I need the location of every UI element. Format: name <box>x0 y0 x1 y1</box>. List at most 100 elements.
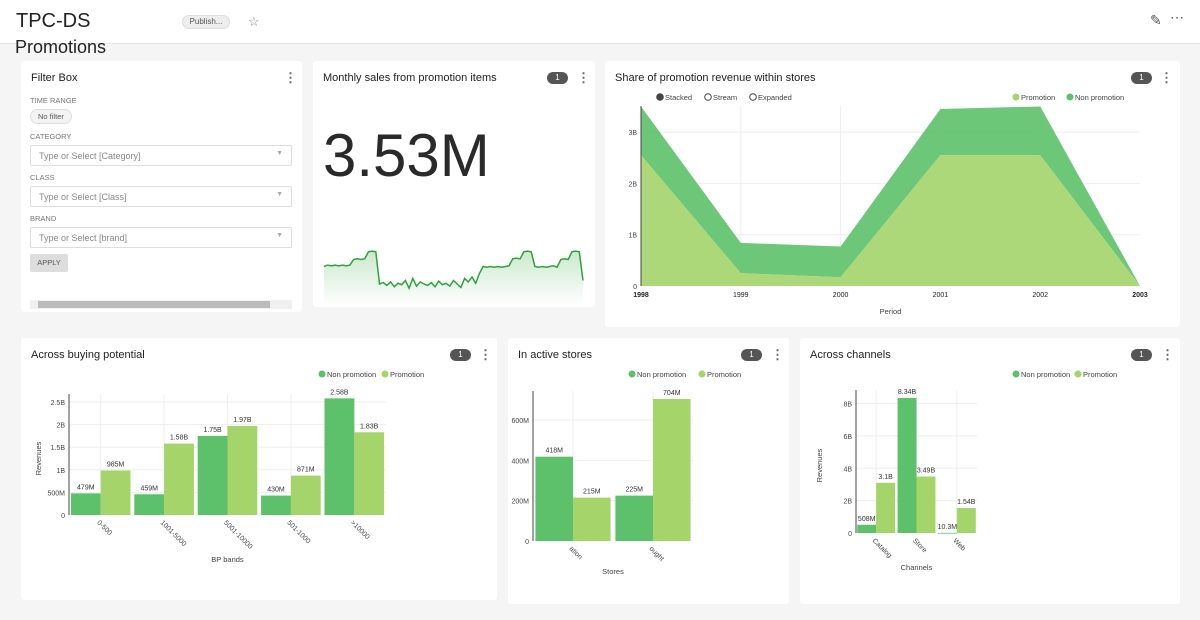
chevron-down-icon: ▼ <box>276 191 283 198</box>
x-tick-label: Catalog <box>871 537 893 559</box>
y-tick-label: 2B <box>628 181 637 188</box>
y-tick-label: 2B <box>843 499 852 506</box>
x-axis-title: Channels <box>901 563 933 572</box>
bar-promotion <box>916 476 936 533</box>
legend-label: Promotion <box>1083 370 1117 379</box>
filter-count-badge[interactable]: 1 <box>1131 72 1152 84</box>
y-tick-label: 3B <box>628 130 637 137</box>
bar-chart: Non promotion Promotion 0 2B 4B 6B 8B 508M 3.1B C… <box>815 370 1117 572</box>
apply-button[interactable]: APPLY <box>30 254 68 272</box>
data-label: 1.54B <box>957 499 976 506</box>
dashboard-title-line2[interactable]: Promotions <box>15 37 107 57</box>
dashboard-header: TPC-DS Promotions Publish... ☆ ✎ ⋯ <box>0 0 1200 57</box>
more-vertical-icon[interactable]: ⋮ <box>1160 70 1173 85</box>
more-vertical-icon[interactable]: ⋮ <box>577 70 590 85</box>
card-title: Monthly sales from promotion items <box>323 72 497 84</box>
brand-select[interactable]: Type or Select [brand] ▼ <box>30 227 292 248</box>
y-tick-label: 400M <box>511 458 529 465</box>
sparkline-line <box>323 250 584 291</box>
x-axis-title: BP bands <box>211 555 244 564</box>
legend-label: Non promotion <box>1075 93 1124 102</box>
filter-count-badge[interactable]: 1 <box>547 72 568 84</box>
star-icon[interactable]: ☆ <box>248 14 260 29</box>
x-tick-label: ation <box>568 545 584 561</box>
bar-promotion <box>653 399 691 541</box>
bar-non-promotion <box>324 398 355 515</box>
legend-marker <box>381 370 389 378</box>
data-label: 459M <box>140 485 158 492</box>
x-tick-label: 5001-10000 <box>222 519 253 550</box>
bar-non-promotion <box>615 495 653 541</box>
legend-marker <box>1012 93 1020 101</box>
card-title: Across buying potential <box>31 349 145 361</box>
area-non-promotion <box>641 106 1140 286</box>
big-number-value: 3.53M <box>323 122 490 189</box>
bar-non-promotion <box>857 524 877 533</box>
bar-promotion <box>290 475 321 515</box>
filter-box-card: Filter Box ⋮ TIME RANGE No filter CATEGO… <box>21 61 302 312</box>
control-label: Expanded <box>758 93 792 102</box>
publish-status-badge[interactable]: Publish... <box>182 15 230 29</box>
y-axis-title: Revenues <box>815 448 824 482</box>
bar-non-promotion <box>937 532 957 534</box>
bar-chart-card-channels: Across channels 1 ⋮ Non promotion Promoti… <box>800 338 1180 604</box>
sparkline-chart <box>323 250 584 305</box>
data-label: 1.97B <box>233 417 252 424</box>
more-horizontal-icon[interactable]: ⋯ <box>1170 9 1184 25</box>
time-range-label: TIME RANGE <box>30 96 77 105</box>
data-label: 1.58B <box>170 435 189 442</box>
y-tick-label: 200M <box>511 499 529 506</box>
y-tick-label: 500M <box>47 490 65 497</box>
category-select[interactable]: Type or Select [Category] ▼ <box>30 145 292 166</box>
x-axis-title: Period <box>880 307 902 316</box>
y-tick-label: 1.5B <box>51 445 66 452</box>
x-tick-label: 1001-5000 <box>159 519 188 548</box>
chevron-down-icon: ▼ <box>276 232 283 239</box>
data-label: 871M <box>297 467 315 474</box>
chevron-down-icon: ▼ <box>276 150 283 157</box>
data-label: 225M <box>625 487 643 494</box>
card-title: Across channels <box>810 349 891 361</box>
y-tick-label: 0 <box>525 539 529 546</box>
brand-placeholder: Type or Select [brand] <box>39 233 128 243</box>
y-tick-label: 6B <box>843 434 852 441</box>
category-placeholder: Type or Select [Category] <box>39 151 141 161</box>
area-chart: Stacked Stream Expanded Promotion Non promot… <box>628 93 1147 316</box>
category-label: CATEGORY <box>30 132 72 141</box>
more-vertical-icon[interactable]: ⋮ <box>771 347 784 362</box>
x-tick-label: >10000 <box>349 519 371 541</box>
legend-label: Non promotion <box>637 370 686 379</box>
filter-count-badge[interactable]: 1 <box>1131 349 1152 361</box>
more-vertical-icon[interactable]: ⋮ <box>479 347 492 362</box>
radio-stacked <box>656 93 664 101</box>
more-vertical-icon[interactable]: ⋮ <box>1161 347 1174 362</box>
filter-count-badge[interactable]: 1 <box>450 349 471 361</box>
area-chart-card: Share of promotion revenue within stores… <box>605 61 1180 327</box>
x-tick-label: Store <box>911 537 928 554</box>
legend-label: Promotion <box>390 370 424 379</box>
more-vertical-icon[interactable]: ⋮ <box>284 70 297 85</box>
dashboard-title[interactable]: TPC-DS <box>16 10 91 32</box>
bar-chart-card-buying-potential: Across buying potential 1 ⋮ Non promotio… <box>21 338 497 600</box>
data-label: 3.1B <box>878 474 893 481</box>
legend-marker <box>318 370 326 378</box>
y-tick-label: 8B <box>843 402 852 409</box>
time-range-pill[interactable]: No filter <box>30 109 72 124</box>
legend-label: Non promotion <box>1021 370 1070 379</box>
y-tick-label: 0 <box>848 531 852 538</box>
class-select[interactable]: Type or Select [Class] ▼ <box>30 186 292 207</box>
legend-marker <box>1066 93 1074 101</box>
x-tick-label: 1998 <box>633 292 649 299</box>
filter-count-badge[interactable]: 1 <box>741 349 762 361</box>
pencil-icon[interactable]: ✎ <box>1150 12 1162 28</box>
scrollbar-thumb[interactable] <box>38 301 270 308</box>
bar-promotion <box>227 425 258 515</box>
control-label: Stream <box>713 93 737 102</box>
bar-non-promotion <box>261 495 291 515</box>
bar-promotion <box>876 482 896 533</box>
area-promotion <box>641 155 1140 286</box>
radio-expanded <box>749 93 757 101</box>
x-tick-label: Web <box>951 537 966 552</box>
x-tick-label: 2001 <box>933 292 949 299</box>
horizontal-scrollbar[interactable] <box>30 300 292 309</box>
